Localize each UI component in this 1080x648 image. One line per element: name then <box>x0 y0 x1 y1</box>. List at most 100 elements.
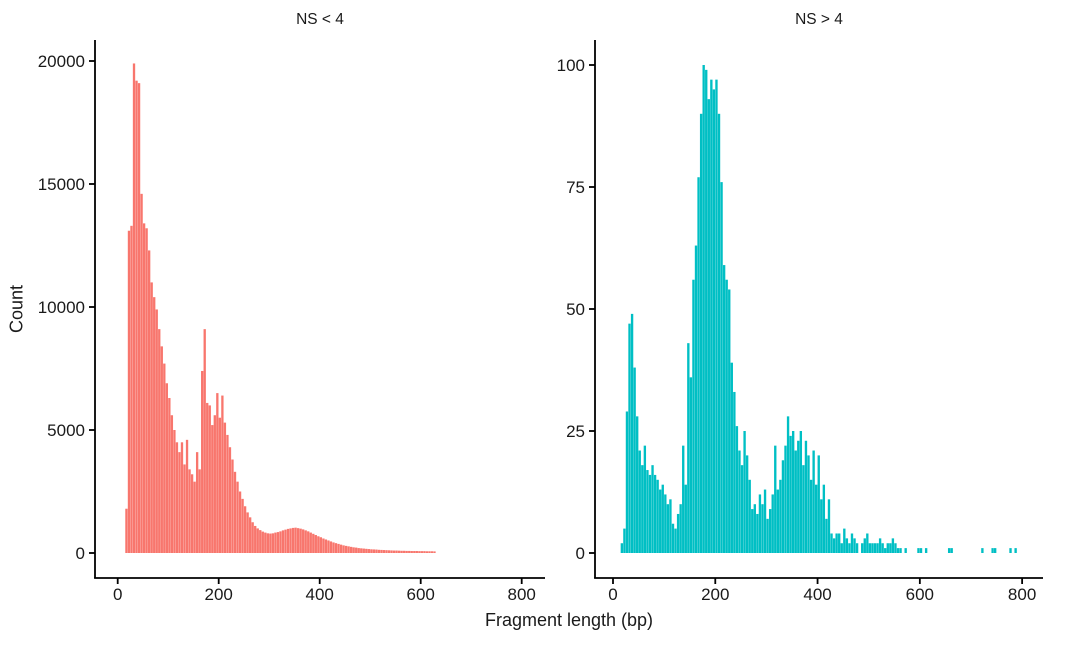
histogram-bar <box>251 522 254 553</box>
histogram-bar <box>863 538 866 553</box>
histogram-bar <box>774 445 777 553</box>
histogram-bar <box>140 193 143 553</box>
histogram-bar <box>125 508 128 553</box>
histogram-bar <box>917 548 920 553</box>
y-tick-label: 75 <box>566 178 585 197</box>
histogram-bar <box>418 551 421 553</box>
histogram-bar <box>334 543 338 553</box>
histogram-bar <box>797 440 800 553</box>
histogram-bar <box>319 537 323 553</box>
histogram-bar <box>628 323 631 553</box>
histogram-bar <box>327 540 330 553</box>
histogram-bar <box>648 474 652 553</box>
y-tick-label: 15000 <box>38 175 85 194</box>
y-tick-label: 0 <box>76 544 85 563</box>
x-axis-title: Fragment length (bp) <box>484 610 654 630</box>
histogram-bar <box>380 549 383 553</box>
histogram-bar <box>430 551 434 553</box>
histogram-bar <box>324 539 328 553</box>
x-tick-label: 800 <box>1008 585 1036 604</box>
histogram-bar <box>375 549 378 553</box>
histogram-bar <box>241 498 244 553</box>
histogram-bar <box>173 430 176 553</box>
histogram-bar <box>271 533 275 553</box>
histogram-bar <box>190 474 194 553</box>
histogram-bar <box>206 402 209 553</box>
histogram-bar <box>344 545 348 553</box>
histogram-bar <box>433 551 436 553</box>
histogram-bar <box>322 538 325 553</box>
histogram-bar <box>904 548 907 553</box>
histogram-bar <box>705 69 708 553</box>
histogram-bar <box>243 506 247 553</box>
histogram-bar <box>269 533 272 553</box>
histogram-bar <box>410 551 413 553</box>
histogram-bar <box>228 447 232 553</box>
histogram-bar <box>332 542 335 553</box>
histogram-bar <box>274 532 277 553</box>
y-tick-label: 5000 <box>47 421 85 440</box>
histogram-bar <box>751 509 754 553</box>
histogram-bar <box>249 517 252 553</box>
histogram-bar <box>725 279 728 553</box>
histogram-bar <box>223 422 227 553</box>
histogram-bar <box>198 469 201 553</box>
histogram-bar <box>218 417 222 553</box>
histogram-bar <box>771 494 774 553</box>
histogram-bar <box>815 484 818 553</box>
histogram-bar <box>861 543 864 553</box>
histogram-bar <box>991 548 994 553</box>
histogram-bar <box>848 543 851 553</box>
histogram-bar <box>853 538 856 553</box>
histogram-bar <box>674 528 677 553</box>
histogram-bar <box>687 343 690 553</box>
histogram-bar <box>226 434 229 553</box>
x-tick-label: 600 <box>407 585 435 604</box>
histogram-bar <box>405 550 408 553</box>
histogram-bar <box>766 518 769 553</box>
histogram-bar <box>390 550 393 553</box>
histogram-bar <box>168 398 171 553</box>
histogram-bar <box>137 83 141 553</box>
histogram-bar <box>360 548 363 553</box>
histogram-bar <box>669 499 672 553</box>
histogram-bar <box>175 442 179 553</box>
histogram-bar <box>641 465 644 553</box>
histogram-bar <box>791 431 795 553</box>
histogram-bar <box>781 460 785 553</box>
histogram-bar <box>153 297 156 553</box>
histogram-bar <box>145 228 148 553</box>
histogram-bar <box>420 551 424 553</box>
histogram-bar <box>891 538 895 553</box>
histogram-bar <box>304 530 307 553</box>
histogram-bar <box>768 509 772 553</box>
x-tick-label: 200 <box>701 585 729 604</box>
histogram-bar <box>233 471 237 553</box>
histogram-bar <box>643 445 647 553</box>
histogram-bar <box>809 479 813 553</box>
histogram-bar <box>302 529 305 553</box>
histogram-bar <box>387 550 391 553</box>
histogram-bar <box>279 531 282 553</box>
histogram-bar <box>712 89 716 554</box>
histogram-bar <box>651 465 654 553</box>
histogram-bar <box>715 79 718 553</box>
histogram-bar <box>653 474 657 553</box>
histogram-bar <box>717 113 721 554</box>
histogram-bar <box>630 313 634 553</box>
histogram-bar <box>730 362 733 553</box>
histogram-bar <box>296 528 300 553</box>
histogram-bar <box>743 431 746 553</box>
histogram-bar <box>728 289 731 553</box>
histogram-bar <box>753 504 756 553</box>
histogram-bar <box>748 479 751 553</box>
histogram-bar <box>825 518 828 553</box>
histogram-bar <box>158 329 161 553</box>
histogram-bar <box>843 528 846 553</box>
histogram-bar <box>740 465 744 553</box>
histogram-bar <box>659 489 662 553</box>
histogram-bar <box>259 530 262 553</box>
histogram-bar <box>185 439 189 553</box>
histogram-bar <box>337 543 340 553</box>
histogram-bar <box>342 545 345 553</box>
